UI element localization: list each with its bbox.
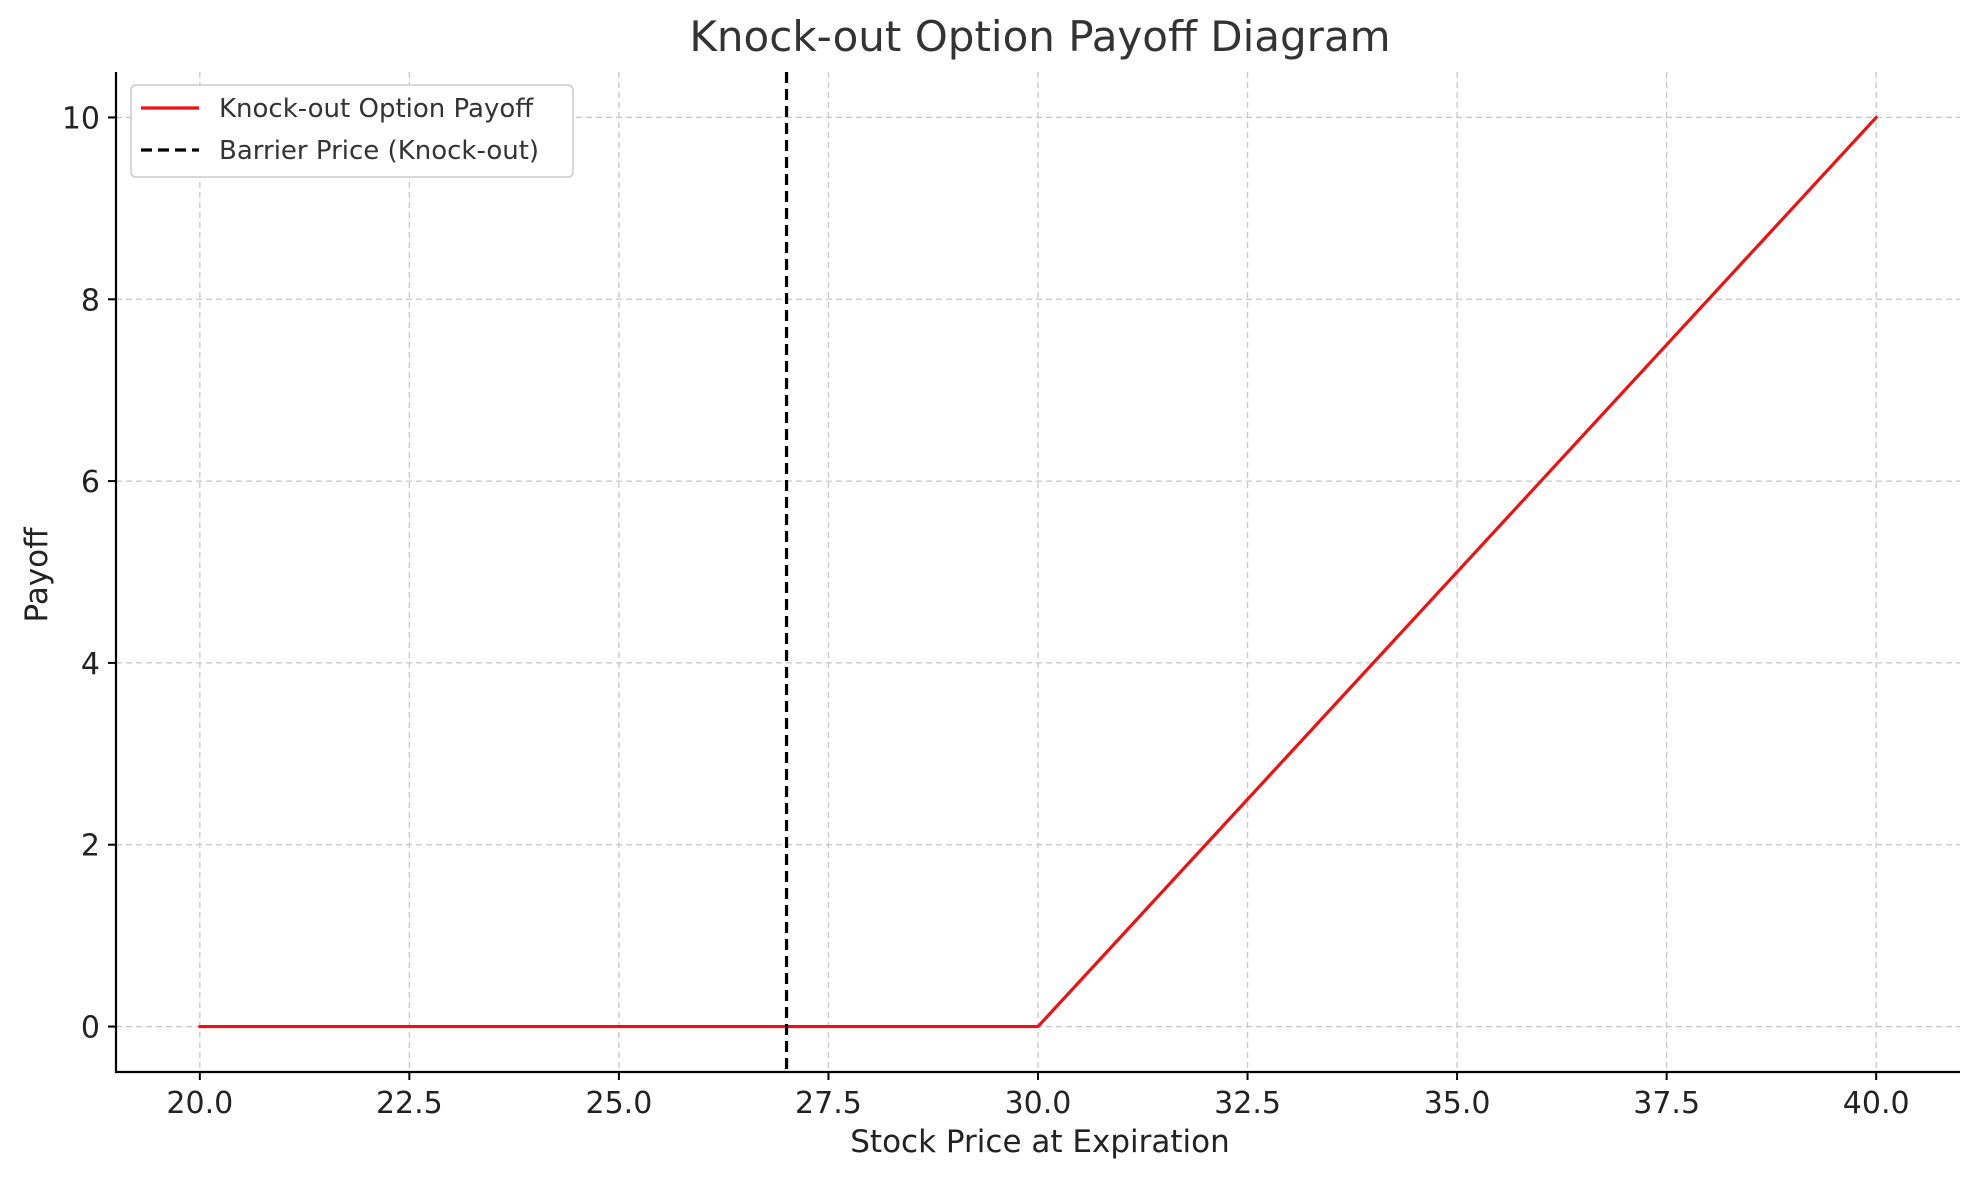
series-line-payoff — [198, 115, 1878, 1029]
y-tick-label: 10 — [62, 101, 100, 136]
y-tick-label: 0 — [81, 1011, 100, 1046]
x-tick-label: 35.0 — [1424, 1086, 1491, 1121]
x-axis-label: Stock Price at Expiration — [850, 1124, 1229, 1160]
grid-layer — [116, 72, 1960, 1072]
x-tick-label: 37.5 — [1633, 1086, 1700, 1121]
labels-layer: Knock-out Option Payoff Diagram Stock Pr… — [19, 12, 1391, 1160]
data-layer — [198, 72, 1878, 1072]
x-tick-label: 20.0 — [166, 1086, 233, 1121]
y-tick-label: 8 — [81, 283, 100, 318]
x-tick-label: 32.5 — [1214, 1086, 1281, 1121]
axes-layer: 20.0 22.5 25.0 27.5 30.0 32.5 35.0 37.5 40.0 0 2 4 6… — [62, 72, 1960, 1121]
x-tick-label: 30.0 — [1005, 1086, 1072, 1121]
y-tick-label: 6 — [81, 465, 100, 500]
x-tick-label: 22.5 — [376, 1086, 443, 1121]
y-tick-label: 2 — [81, 829, 100, 864]
x-tick-label: 40.0 — [1843, 1086, 1910, 1121]
x-tick-label: 25.0 — [586, 1086, 653, 1121]
legend: Knock-out Option Payoff Barrier Price (K… — [130, 84, 574, 178]
legend-box — [130, 84, 574, 178]
legend-label-barrier: Barrier Price (Knock-out) — [219, 136, 539, 166]
y-axis-label: Payoff — [19, 527, 55, 623]
legend-label-payoff: Knock-out Option Payoff — [219, 94, 534, 124]
x-tick-label: 27.5 — [795, 1086, 862, 1121]
y-tick-label: 4 — [81, 647, 100, 682]
chart-title: Knock-out Option Payoff Diagram — [689, 12, 1390, 61]
axis-spines — [114, 72, 1960, 1074]
